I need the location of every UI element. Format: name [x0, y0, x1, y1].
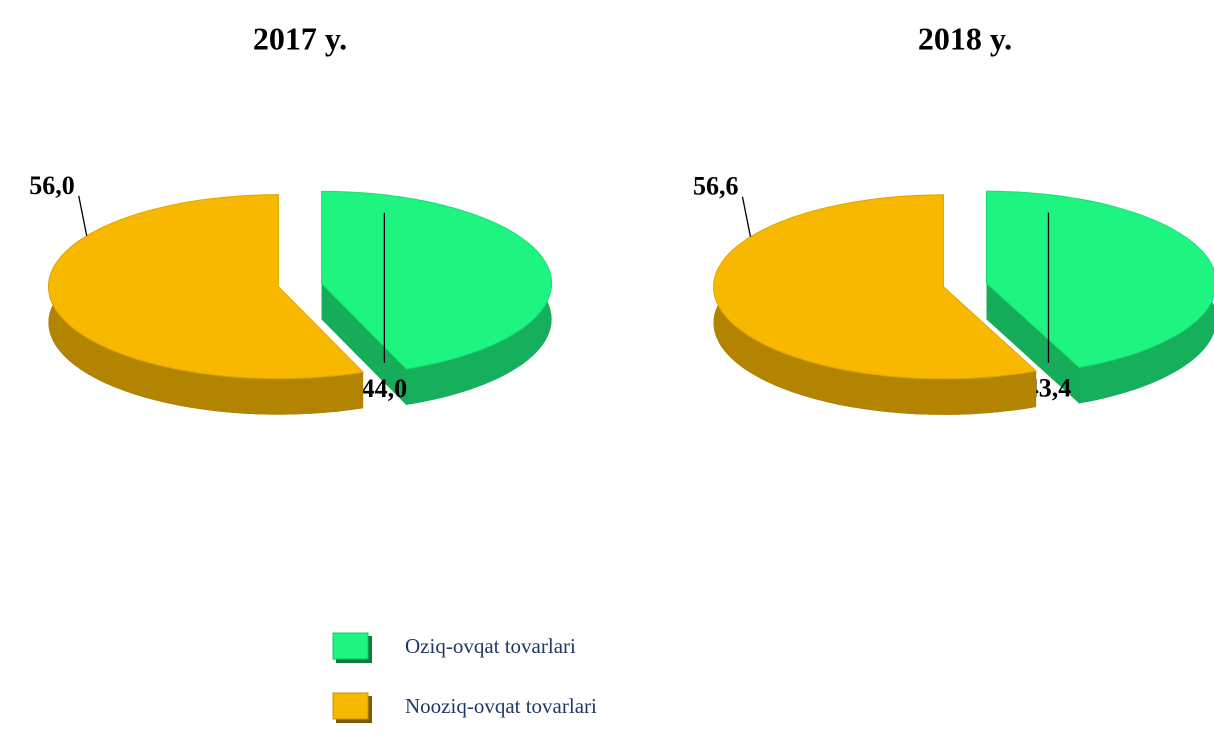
leader-line — [741, 196, 752, 237]
value-label: 56,0 — [29, 171, 75, 200]
legend-label: Nooziq-ovqat tovarlari — [405, 694, 597, 718]
pie-radial-wall — [986, 283, 1080, 404]
legend-swatch — [332, 692, 369, 720]
pie-slice — [713, 194, 1038, 380]
pie-slice — [321, 190, 553, 370]
value-label: 44,0 — [362, 374, 408, 403]
leader-line — [78, 195, 88, 236]
legend-swatch — [332, 632, 369, 660]
pie-radial-wall — [321, 283, 407, 405]
pie-slice — [47, 194, 365, 380]
pie-slice — [986, 190, 1214, 368]
value-label: 56,6 — [693, 172, 739, 201]
pie-title: 2018 y. — [918, 20, 1012, 56]
pie-title: 2017 y. — [253, 20, 347, 56]
legend-label: Oziq-ovqat tovarlari — [405, 634, 576, 658]
